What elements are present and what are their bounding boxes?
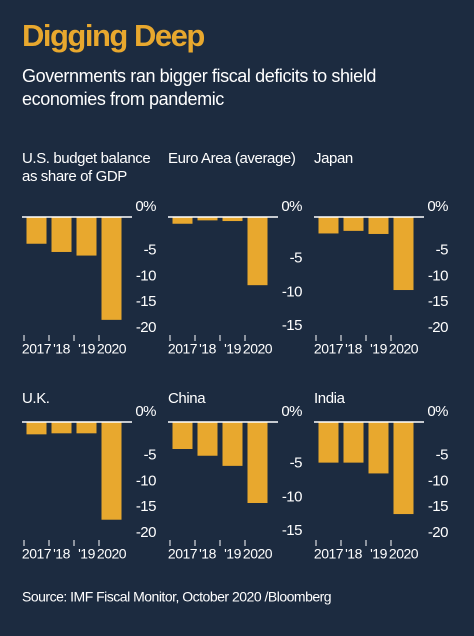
bar: [247, 217, 268, 286]
x-tick-label: 2020: [97, 341, 127, 357]
y-tick-label: 0%: [281, 198, 302, 215]
x-tick-label: '19: [370, 341, 387, 357]
y-tick-label: -5: [290, 250, 302, 267]
y-tick-label: -20: [136, 319, 156, 336]
bar: [172, 217, 193, 224]
x-tick-label: '18: [345, 546, 362, 562]
y-tick-label: -10: [282, 283, 302, 300]
x-tick-label: '19: [224, 546, 241, 562]
bar: [318, 217, 339, 234]
bar: [101, 217, 122, 320]
bar: [197, 217, 218, 221]
y-tick-label: 0%: [135, 403, 156, 420]
panel-title: U.K.: [22, 390, 50, 407]
bar: [51, 422, 72, 434]
panel-title: Euro Area (average): [168, 150, 296, 167]
x-tick-label: '18: [199, 341, 216, 357]
bar: [26, 422, 47, 435]
bar: [247, 422, 268, 503]
x-tick-label: '18: [345, 341, 362, 357]
y-tick-label: -15: [428, 498, 448, 515]
y-tick-label: -10: [428, 472, 448, 489]
y-tick-label: -10: [136, 267, 156, 284]
bar: [197, 422, 218, 456]
y-tick-label: -5: [144, 447, 156, 464]
bar: [343, 217, 364, 231]
x-tick-label: '18: [199, 546, 216, 562]
y-tick-label: -20: [136, 524, 156, 541]
title: Digging Deep: [22, 18, 204, 53]
y-tick-label: -10: [428, 267, 448, 284]
bar: [393, 217, 414, 291]
y-tick-label: -15: [136, 293, 156, 310]
y-tick-label: 0%: [427, 198, 448, 215]
y-tick-label: -5: [436, 447, 448, 464]
x-tick-label: '19: [78, 546, 95, 562]
x-tick-label: '18: [53, 341, 70, 357]
y-tick-label: -15: [282, 317, 302, 334]
bar: [222, 422, 243, 466]
y-tick-label: -15: [282, 522, 302, 539]
x-tick-label: 2017: [168, 546, 198, 562]
y-tick-label: -5: [290, 455, 302, 472]
panel-title: China: [168, 390, 206, 407]
bar: [76, 422, 97, 434]
panel-title: U.S. budget balance as share of GDP: [22, 150, 151, 185]
x-tick-label: 2020: [243, 546, 273, 562]
panel-title: India: [314, 390, 345, 407]
y-tick-label: 0%: [427, 403, 448, 420]
x-tick-label: 2020: [389, 341, 419, 357]
y-tick-label: -15: [428, 293, 448, 310]
bar: [101, 422, 122, 520]
bar: [51, 217, 72, 252]
subtitle: Governments ran bigger fiscal deficits t…: [22, 66, 376, 109]
bar: [368, 217, 389, 234]
y-tick-label: -5: [144, 242, 156, 259]
y-tick-label: 0%: [135, 198, 156, 215]
source: Source: IMF Fiscal Monitor, October 2020…: [22, 589, 331, 605]
x-tick-label: '19: [78, 341, 95, 357]
bar: [26, 217, 47, 244]
x-tick-label: 2017: [22, 341, 52, 357]
x-tick-label: '19: [224, 341, 241, 357]
bar: [318, 422, 339, 463]
x-tick-label: 2020: [243, 341, 273, 357]
y-tick-label: -10: [136, 472, 156, 489]
x-tick-label: 2020: [97, 546, 127, 562]
x-tick-label: 2017: [22, 546, 52, 562]
y-tick-label: -10: [282, 488, 302, 505]
bar: [368, 422, 389, 474]
x-tick-label: '19: [370, 546, 387, 562]
y-tick-label: 0%: [281, 403, 302, 420]
bar: [393, 422, 414, 515]
y-tick-label: -20: [428, 524, 448, 541]
x-tick-label: 2020: [389, 546, 419, 562]
x-tick-label: 2017: [314, 546, 344, 562]
bar: [76, 217, 97, 256]
x-tick-label: 2017: [314, 341, 344, 357]
bar: [172, 422, 193, 449]
x-tick-label: '18: [53, 546, 70, 562]
y-tick-label: -20: [428, 319, 448, 336]
bar: [222, 217, 243, 222]
bar: [343, 422, 364, 463]
x-tick-label: 2017: [168, 341, 198, 357]
y-tick-label: -5: [436, 242, 448, 259]
y-tick-label: -15: [136, 498, 156, 515]
panel-title: Japan: [314, 150, 353, 167]
